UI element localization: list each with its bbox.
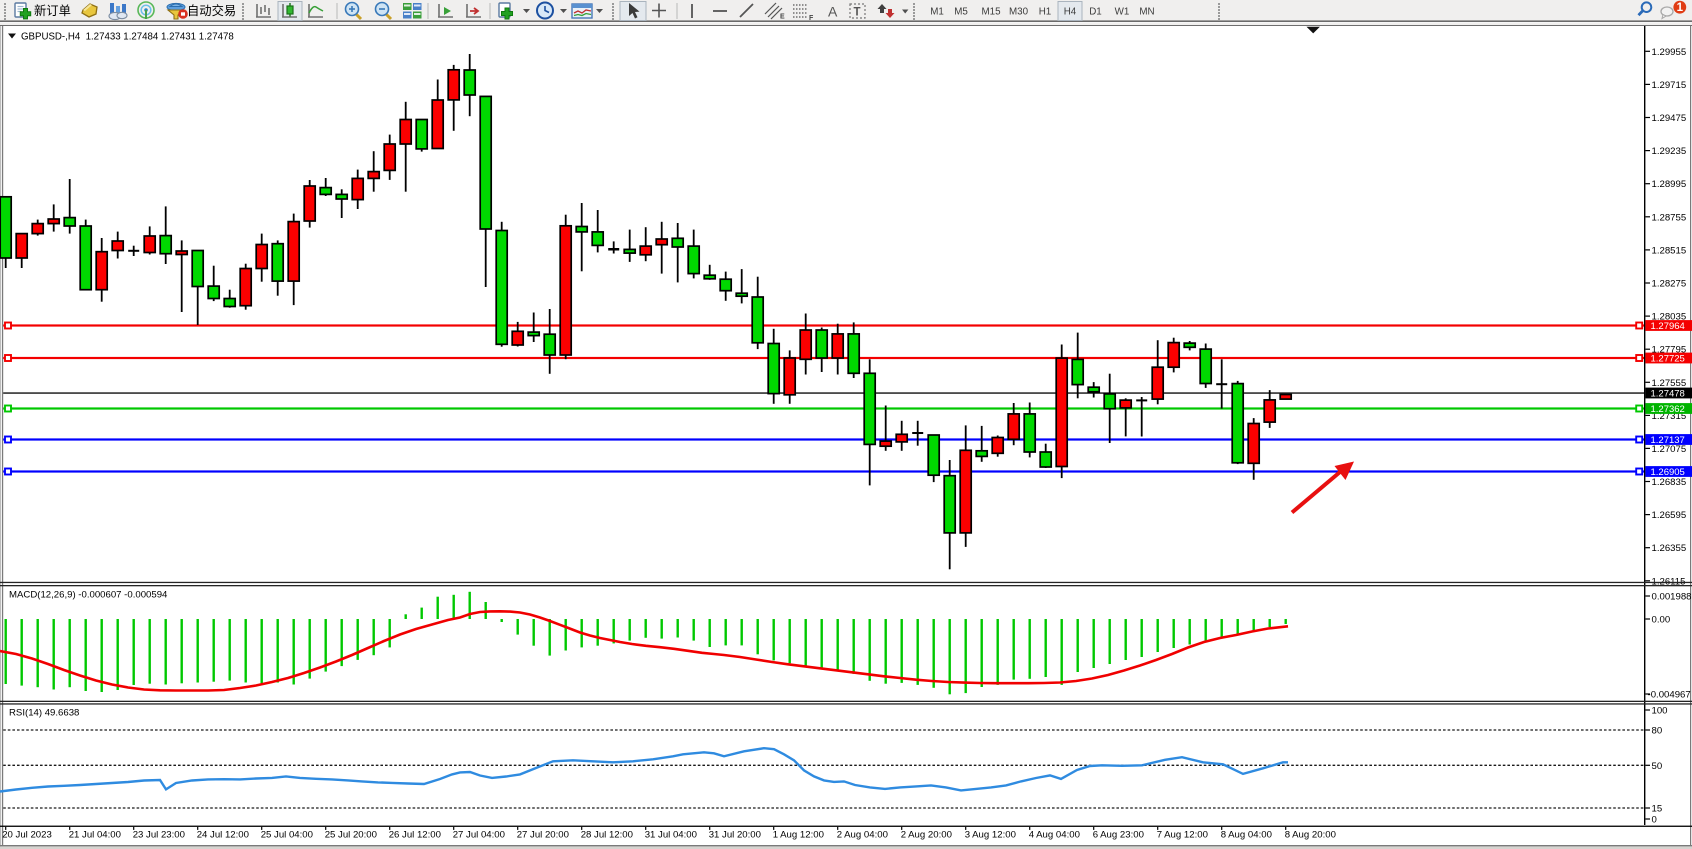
svg-text:4 Aug 04:00: 4 Aug 04:00 (1029, 829, 1080, 840)
svg-text:RSI(14) 49.6638: RSI(14) 49.6638 (9, 708, 79, 719)
svg-text:M30: M30 (1009, 7, 1029, 18)
svg-text:1.27478: 1.27478 (1651, 388, 1685, 399)
svg-text:25 Jul 04:00: 25 Jul 04:00 (261, 829, 313, 840)
svg-text:23 Jul 23:00: 23 Jul 23:00 (133, 829, 185, 840)
svg-text:1.27362: 1.27362 (1651, 404, 1685, 415)
svg-text:1.28035: 1.28035 (1652, 312, 1687, 323)
svg-text:8 Aug 20:00: 8 Aug 20:00 (1285, 829, 1336, 840)
svg-text:2 Aug 20:00: 2 Aug 20:00 (901, 829, 952, 840)
svg-text:E: E (780, 14, 785, 21)
svg-text:GBPUSD-,H4 1.27433 1.27484 1.: GBPUSD-,H4 1.27433 1.27484 1.27431 1.274… (21, 31, 234, 42)
svg-text:1.28995: 1.28995 (1652, 179, 1687, 190)
svg-text:25 Jul 20:00: 25 Jul 20:00 (325, 829, 377, 840)
svg-text:1.28755: 1.28755 (1652, 212, 1687, 223)
svg-text:1.29715: 1.29715 (1652, 80, 1687, 91)
svg-text:31 Jul 20:00: 31 Jul 20:00 (709, 829, 761, 840)
svg-text:1.28515: 1.28515 (1652, 245, 1687, 256)
svg-text:1 Aug 12:00: 1 Aug 12:00 (773, 829, 824, 840)
svg-text:F: F (809, 15, 814, 22)
svg-text:1.29235: 1.29235 (1652, 146, 1687, 157)
svg-text:新订单: 新订单 (34, 3, 71, 18)
svg-text:H4: H4 (1064, 7, 1077, 18)
svg-text:6 Aug 23:00: 6 Aug 23:00 (1093, 829, 1144, 840)
svg-text:0.00: 0.00 (1652, 615, 1671, 626)
svg-text:26 Jul 12:00: 26 Jul 12:00 (389, 829, 441, 840)
svg-text:2 Aug 04:00: 2 Aug 04:00 (837, 829, 888, 840)
svg-text:80: 80 (1652, 726, 1663, 737)
svg-text:27 Jul 04:00: 27 Jul 04:00 (453, 829, 505, 840)
svg-text:1.26595: 1.26595 (1652, 510, 1687, 521)
svg-text:1.29955: 1.29955 (1652, 47, 1687, 58)
svg-text:M1: M1 (930, 7, 944, 18)
svg-text:100: 100 (1652, 706, 1668, 717)
svg-text:1.27137: 1.27137 (1651, 435, 1685, 446)
svg-text:W1: W1 (1115, 7, 1130, 18)
svg-text:15: 15 (1652, 804, 1663, 815)
svg-text:21 Jul 04:00: 21 Jul 04:00 (69, 829, 121, 840)
svg-text:0: 0 (1652, 815, 1657, 826)
svg-text:1.27315: 1.27315 (1652, 411, 1687, 422)
svg-text:1.28275: 1.28275 (1652, 279, 1687, 290)
svg-text:31 Jul 04:00: 31 Jul 04:00 (645, 829, 697, 840)
svg-text:50: 50 (1652, 761, 1663, 772)
svg-text:1.29475: 1.29475 (1652, 113, 1687, 124)
svg-text:MN: MN (1139, 7, 1154, 18)
svg-text:1.27964: 1.27964 (1651, 321, 1685, 332)
svg-text:8 Aug 04:00: 8 Aug 04:00 (1221, 829, 1272, 840)
svg-text:1: 1 (1677, 2, 1684, 14)
svg-text:M5: M5 (954, 7, 968, 18)
svg-text:1.26905: 1.26905 (1651, 467, 1685, 478)
svg-text:28 Jul 12:00: 28 Jul 12:00 (581, 829, 633, 840)
svg-text:1.27555: 1.27555 (1652, 378, 1687, 389)
svg-text:T: T (854, 7, 861, 19)
svg-text:1.27795: 1.27795 (1652, 345, 1687, 356)
svg-text:MACD(12,26,9) -0.000607 -0.000: MACD(12,26,9) -0.000607 -0.000594 (9, 590, 168, 601)
svg-text:-0.004967: -0.004967 (1648, 690, 1691, 701)
svg-text:1.27075: 1.27075 (1652, 444, 1687, 455)
svg-text:D1: D1 (1089, 7, 1102, 18)
svg-text:27 Jul 20:00: 27 Jul 20:00 (517, 829, 569, 840)
svg-text:1.26835: 1.26835 (1652, 477, 1687, 488)
svg-text:20 Jul 2023: 20 Jul 2023 (2, 829, 52, 840)
svg-text:1.27725: 1.27725 (1651, 353, 1685, 364)
svg-text:自动交易: 自动交易 (187, 3, 236, 18)
svg-text:0.001988: 0.001988 (1652, 592, 1692, 603)
svg-text:3 Aug 12:00: 3 Aug 12:00 (965, 829, 1016, 840)
svg-text:H1: H1 (1039, 7, 1052, 18)
svg-text:24 Jul 12:00: 24 Jul 12:00 (197, 829, 249, 840)
svg-text:7 Aug 12:00: 7 Aug 12:00 (1157, 829, 1208, 840)
svg-text:1.26355: 1.26355 (1652, 543, 1687, 554)
svg-text:A: A (828, 4, 838, 20)
svg-text:M15: M15 (981, 7, 1001, 18)
